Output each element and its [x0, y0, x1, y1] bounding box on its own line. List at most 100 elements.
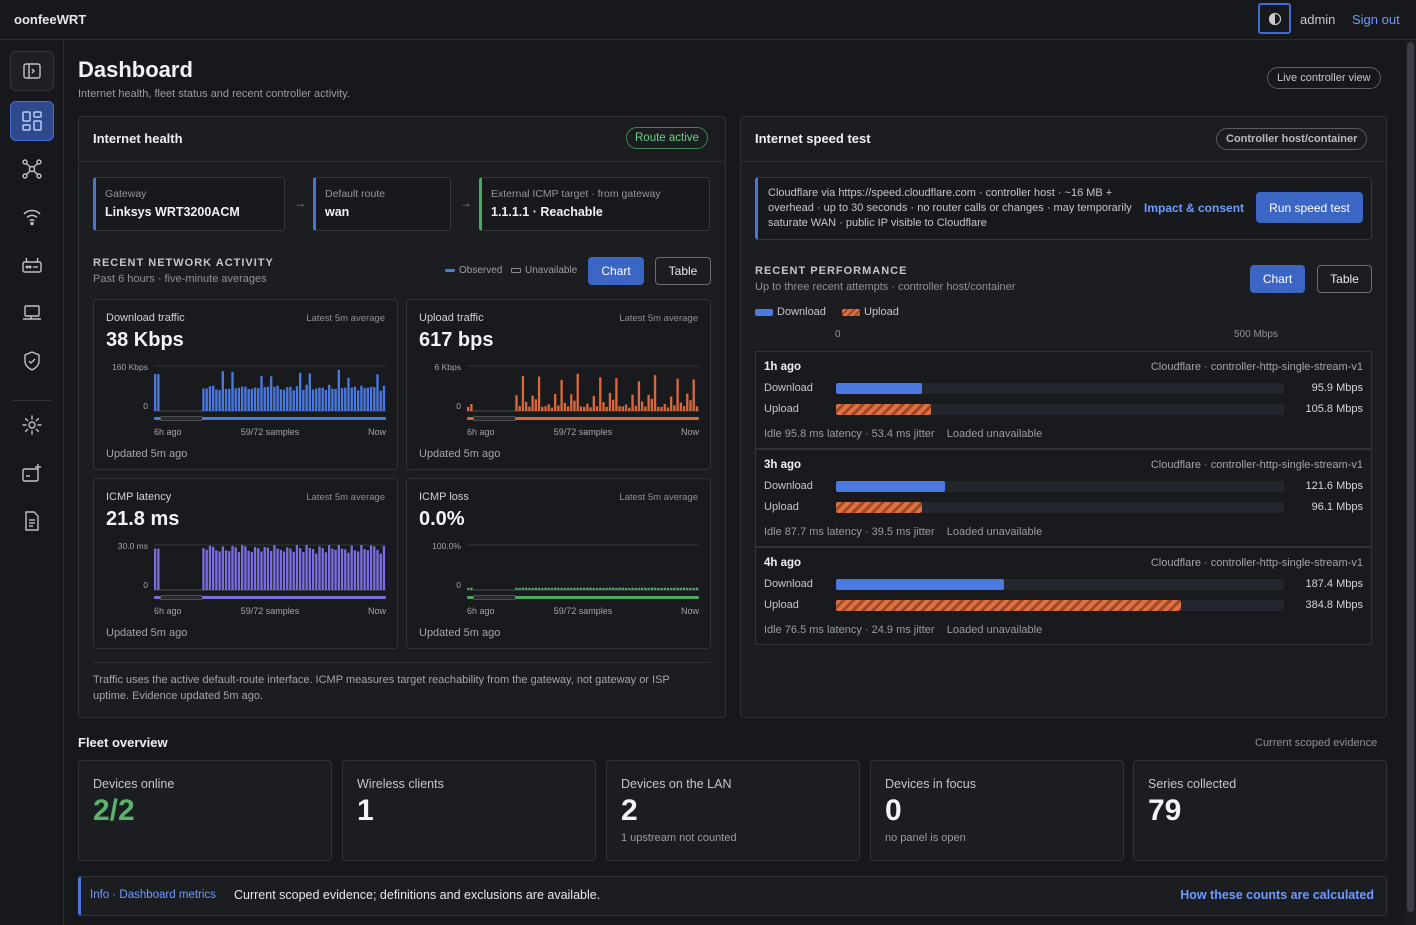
metric-title: ICMP loss — [419, 491, 469, 503]
sidebar-item-add-device[interactable] — [10, 453, 54, 493]
data-bar — [311, 548, 315, 590]
data-bar — [573, 587, 576, 590]
data-bar — [676, 587, 679, 590]
performance-chart-button[interactable]: Chart — [1250, 265, 1305, 293]
data-bar — [253, 546, 257, 590]
data-bar — [557, 405, 560, 411]
metric-value: 38 Kbps — [106, 329, 184, 351]
data-bar — [618, 406, 621, 411]
data-bar — [599, 587, 602, 590]
data-bar — [360, 385, 363, 411]
coverage-bar — [154, 596, 386, 599]
data-bar — [663, 403, 666, 411]
internet-health-title: Internet health — [93, 131, 183, 146]
sidebar-item-settings[interactable] — [10, 405, 54, 445]
data-bar — [525, 587, 528, 590]
x-end-label: Now — [368, 606, 387, 616]
counts-explanation-link[interactable]: How these counts are calculated — [1180, 888, 1374, 902]
data-bar — [357, 390, 360, 411]
legend-label: Download — [777, 306, 826, 318]
data-bar — [257, 548, 260, 590]
data-bar — [311, 389, 315, 411]
stat-note: no panel is open — [885, 832, 966, 844]
data-bar — [221, 546, 224, 590]
data-bar — [608, 392, 612, 411]
panel-divider — [741, 161, 1386, 162]
activity-table-button[interactable]: Table — [655, 257, 711, 285]
metric-updated: Updated 5m ago — [106, 448, 188, 460]
result-latency: Idle 76.5 ms latency · 24.9 ms jitter Lo… — [764, 624, 1043, 636]
sidebar-item-wireless[interactable] — [10, 197, 54, 237]
data-bar — [631, 587, 634, 590]
data-bar — [676, 378, 679, 411]
sidebar-item-dashboard[interactable] — [10, 101, 54, 141]
sidebar-item-topology[interactable] — [10, 149, 54, 189]
data-bar — [624, 587, 628, 590]
data-bar — [560, 587, 563, 590]
data-bar — [566, 587, 570, 590]
data-bar — [247, 550, 250, 590]
data-bar — [653, 375, 657, 411]
data-bar — [692, 587, 695, 590]
fleet-stat-card: Devices on the LAN 2 1 upstream not counte… — [606, 760, 860, 861]
data-bar — [689, 587, 692, 590]
data-bar — [608, 587, 612, 590]
data-bar — [547, 404, 550, 411]
legend-label: Upload — [864, 306, 899, 318]
data-bar — [634, 587, 637, 590]
performance-table-button[interactable]: Table — [1317, 265, 1372, 293]
stat-value: 2 — [621, 794, 638, 827]
data-bar — [250, 388, 253, 411]
data-bar — [276, 548, 279, 590]
theme-toggle-button[interactable] — [1258, 3, 1291, 34]
unavailable-segment — [473, 416, 516, 421]
sidebar-collapse-button[interactable] — [10, 51, 54, 91]
data-bar — [560, 379, 563, 411]
data-bar — [589, 407, 592, 411]
data-bar — [573, 400, 576, 411]
page-scrollbar[interactable] — [1405, 40, 1416, 925]
data-bar — [337, 369, 340, 411]
impact-consent-link[interactable]: Impact & consent — [1144, 201, 1245, 215]
unavailable-segment — [160, 416, 203, 421]
data-bar — [467, 587, 470, 590]
upload-value: 384.8 Mbps — [1305, 599, 1363, 611]
data-bar — [260, 375, 263, 411]
route-status-badge: Route active — [626, 127, 708, 149]
data-bar — [612, 587, 615, 590]
stat-value: 2/2 — [93, 794, 135, 827]
data-bar — [353, 550, 357, 590]
data-bar — [595, 587, 599, 590]
sidebar-item-logs[interactable] — [10, 501, 54, 541]
data-bar — [360, 545, 363, 590]
run-speed-test-button[interactable]: Run speed test — [1256, 192, 1363, 223]
fleet-overview-note: Current scoped evidence — [1255, 737, 1378, 749]
data-bar — [234, 388, 237, 411]
data-bar — [369, 545, 373, 590]
data-bar — [682, 587, 686, 590]
sidebar-item-routers[interactable] — [10, 245, 54, 285]
scrollbar-thumb[interactable] — [1407, 42, 1414, 912]
download-track — [836, 481, 1284, 492]
unavailable-segment — [473, 595, 516, 600]
data-bar — [157, 548, 160, 590]
activity-chart-button[interactable]: Chart — [588, 257, 644, 285]
sign-out-link[interactable]: Sign out — [1352, 12, 1400, 27]
data-bar — [299, 372, 302, 411]
x-start-label: 6h ago — [154, 606, 182, 616]
data-bar — [244, 546, 247, 590]
data-bar — [682, 406, 686, 411]
live-controller-view-button[interactable]: Live controller view — [1267, 67, 1381, 89]
sidebar-item-security[interactable] — [10, 341, 54, 381]
upload-track — [836, 404, 1284, 415]
brand-name[interactable]: oonfeeWRT — [14, 12, 87, 27]
stat-title: Wireless clients — [357, 777, 444, 791]
data-bar — [528, 406, 531, 411]
sidebar-item-devices[interactable] — [10, 293, 54, 333]
metric-card: ICMP loss Latest 5m average 0.0% Updated 5m… — [406, 478, 711, 649]
data-bar — [554, 587, 557, 590]
fleet-stat-card: Series collected 79 — [1133, 760, 1387, 861]
data-bar — [157, 374, 160, 411]
data-bar — [470, 587, 473, 590]
data-bar — [515, 395, 518, 411]
